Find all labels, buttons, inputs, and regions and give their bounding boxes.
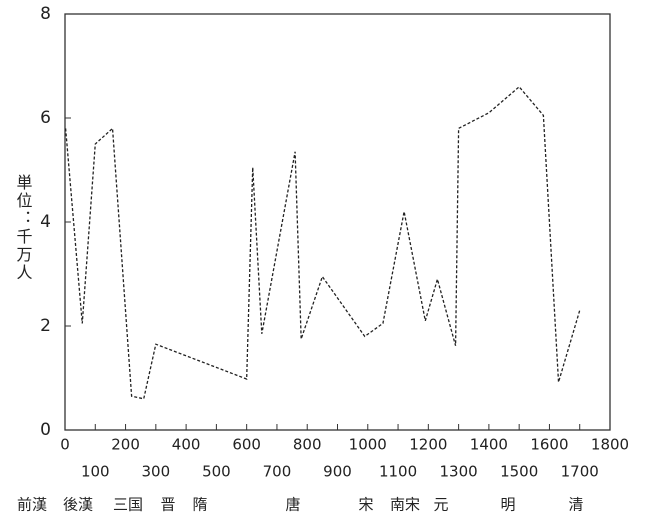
dynasty-label: 晋 <box>160 496 175 514</box>
x-tick-label: 1700 <box>561 463 599 481</box>
data-line <box>64 85 581 400</box>
x-tick-label: 300 <box>142 463 171 481</box>
x-tick-label: 1300 <box>440 463 478 481</box>
y-tick-label: 8 <box>40 4 51 24</box>
dynasty-label: 宋 <box>358 496 373 514</box>
y-tick-label: 6 <box>40 108 51 128</box>
dynasty-label: 唐 <box>285 496 300 514</box>
x-tick-label: 0 <box>60 436 70 454</box>
x-tick-label: 500 <box>202 463 231 481</box>
x-tick-label: 200 <box>111 436 140 454</box>
dynasty-label: 三国 <box>113 496 143 514</box>
x-tick-label: 100 <box>81 463 110 481</box>
x-tick-label: 400 <box>172 436 201 454</box>
x-tick-label: 1500 <box>500 463 538 481</box>
y-tick-label: 4 <box>40 212 51 232</box>
dynasty-label: 南宋 <box>390 496 420 514</box>
dynasty-label: 後漢 <box>63 496 93 514</box>
x-tick-label: 1000 <box>349 436 387 454</box>
plot-frame <box>64 13 611 431</box>
dynasty-label: 隋 <box>192 496 207 514</box>
x-tick-label: 700 <box>263 463 292 481</box>
x-tick-label: 600 <box>232 436 261 454</box>
y-tick-label: 2 <box>40 316 51 336</box>
dynasty-label: 元 <box>433 496 448 514</box>
x-tick-label: 1200 <box>409 436 447 454</box>
dynasty-label: 前漢 <box>17 496 47 514</box>
x-tick-label: 900 <box>323 463 352 481</box>
x-tick-label: 1600 <box>530 436 568 454</box>
dynasty-label: 清 <box>568 496 583 514</box>
x-tick-label: 1800 <box>591 436 629 454</box>
x-tick-label: 800 <box>293 436 322 454</box>
x-tick-label: 1400 <box>470 436 508 454</box>
x-tick-label: 1100 <box>379 463 417 481</box>
y-axis-label: 単位：千万人 <box>14 174 33 282</box>
y-tick-label: 0 <box>40 420 51 440</box>
dynasty-label: 明 <box>500 496 515 514</box>
